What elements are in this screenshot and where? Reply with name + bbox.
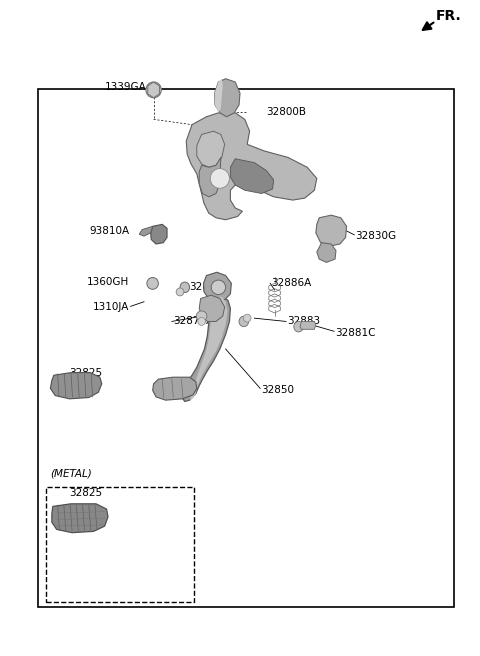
- Polygon shape: [181, 297, 230, 401]
- Polygon shape: [204, 272, 231, 302]
- Polygon shape: [316, 215, 347, 246]
- Ellipse shape: [210, 169, 229, 188]
- Ellipse shape: [146, 82, 161, 98]
- Text: 1360GH: 1360GH: [86, 277, 129, 287]
- Polygon shape: [190, 297, 228, 400]
- Polygon shape: [230, 159, 274, 194]
- Text: FR.: FR.: [436, 9, 462, 24]
- Ellipse shape: [147, 277, 158, 289]
- Ellipse shape: [239, 316, 249, 327]
- Ellipse shape: [196, 311, 207, 321]
- Ellipse shape: [243, 314, 251, 322]
- Text: 32886A: 32886A: [271, 278, 312, 289]
- Polygon shape: [148, 82, 159, 98]
- Text: 32883: 32883: [190, 282, 223, 293]
- Text: 32881C: 32881C: [335, 327, 375, 338]
- Text: 32830G: 32830G: [355, 231, 396, 241]
- Polygon shape: [186, 113, 317, 220]
- Bar: [46, 487, 194, 602]
- Polygon shape: [52, 504, 108, 533]
- Bar: [38, 89, 454, 607]
- Polygon shape: [153, 377, 197, 400]
- Polygon shape: [215, 79, 240, 117]
- Text: 93810A: 93810A: [89, 226, 130, 236]
- Ellipse shape: [211, 280, 226, 295]
- Text: 1310JA: 1310JA: [93, 302, 130, 312]
- Text: 32825: 32825: [69, 488, 102, 499]
- Text: 32883: 32883: [287, 316, 320, 327]
- Polygon shape: [151, 224, 167, 244]
- Polygon shape: [139, 226, 153, 236]
- Polygon shape: [317, 243, 336, 262]
- Ellipse shape: [180, 282, 190, 293]
- Ellipse shape: [294, 321, 303, 332]
- Text: 32876A: 32876A: [173, 316, 213, 327]
- Text: 32800B: 32800B: [266, 106, 306, 117]
- Text: (METAL): (METAL): [50, 468, 92, 479]
- Ellipse shape: [198, 318, 205, 325]
- Polygon shape: [199, 157, 221, 197]
- Polygon shape: [197, 131, 225, 167]
- Polygon shape: [199, 295, 225, 321]
- Text: 1339GA: 1339GA: [105, 81, 146, 92]
- Ellipse shape: [176, 288, 184, 296]
- Text: 32850: 32850: [262, 385, 295, 396]
- Polygon shape: [50, 373, 102, 399]
- Polygon shape: [215, 79, 223, 113]
- Text: 32825: 32825: [69, 367, 102, 378]
- Polygon shape: [300, 321, 316, 329]
